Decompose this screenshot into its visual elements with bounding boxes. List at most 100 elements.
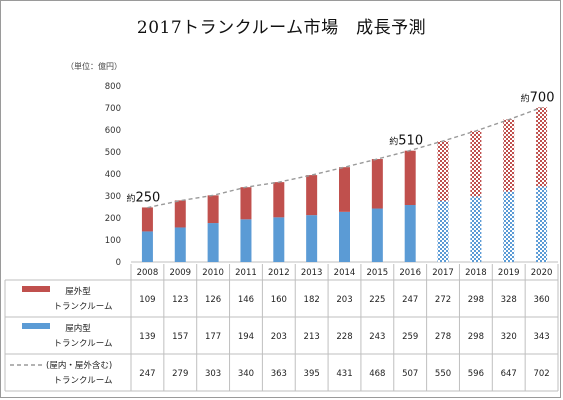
table-cell: 177 — [205, 332, 221, 342]
bar-outdoor — [503, 119, 515, 192]
y-tick-label: 200 — [105, 214, 121, 224]
table-cell: 213 — [304, 332, 320, 342]
table-cell: 468 — [369, 369, 385, 379]
row-label-line2: トランクルーム — [54, 302, 113, 312]
bar-indoor — [306, 215, 318, 262]
table-cell: 279 — [172, 369, 188, 379]
y-tick-label: 100 — [105, 236, 121, 246]
chart-title: 2017トランクルーム市場 成長予測 — [136, 18, 427, 38]
bar-outdoor — [339, 167, 350, 212]
x-tick-label: 2013 — [301, 268, 323, 278]
table-cell: 203 — [336, 295, 352, 305]
bar-indoor — [339, 211, 350, 262]
table-cell: 243 — [369, 332, 385, 342]
table-cell: 303 — [205, 369, 221, 379]
bar-outdoor — [437, 141, 449, 201]
table-cell: 247 — [402, 295, 418, 305]
table-cell: 328 — [501, 295, 517, 305]
table-cell: 702 — [533, 369, 549, 379]
row-label-line1: (屋内・屋外含む) — [46, 360, 112, 371]
table-cell: 160 — [271, 295, 287, 305]
table-cell: 343 — [533, 332, 549, 342]
y-tick-label: 0 — [116, 258, 121, 268]
annotation-label: 約250 — [127, 191, 161, 206]
table-cell: 182 — [304, 295, 320, 305]
table-cell: 507 — [402, 369, 418, 379]
x-tick-label: 2008 — [137, 268, 159, 278]
bar-outdoor — [470, 130, 482, 197]
table-cell: 550 — [435, 369, 451, 379]
y-tick-label: 500 — [105, 148, 121, 158]
x-tick-label: 2015 — [367, 268, 389, 278]
table-cell: 340 — [238, 369, 254, 379]
table-cell: 247 — [139, 369, 155, 379]
x-tick-label: 2019 — [498, 268, 520, 278]
y-tick-label: 400 — [105, 170, 121, 180]
table-cell: 139 — [139, 332, 155, 342]
bar-indoor — [404, 205, 416, 262]
table-cell: 431 — [336, 369, 352, 379]
table-cell: 203 — [271, 332, 287, 342]
bar-indoor — [503, 191, 515, 262]
table-cell: 298 — [468, 332, 484, 342]
table-cell: 123 — [172, 295, 188, 305]
x-tick-label: 2011 — [235, 268, 257, 278]
table-cell: 126 — [205, 295, 221, 305]
y-tick-label: 300 — [105, 192, 121, 202]
bar-outdoor — [371, 159, 383, 209]
row-label-line1: 屋外型 — [65, 286, 91, 297]
x-tick-label: 2020 — [531, 268, 553, 278]
table-cell: 298 — [468, 295, 484, 305]
table-cell: 278 — [435, 332, 451, 342]
table-cell: 146 — [238, 295, 254, 305]
y-tick-label: 600 — [105, 126, 121, 136]
table-cell: 157 — [172, 332, 188, 342]
bar-indoor — [470, 196, 482, 262]
row-label-line2: トランクルーム — [54, 376, 113, 386]
bar-outdoor — [273, 182, 285, 218]
table-cell: 363 — [271, 369, 287, 379]
table-cell: 228 — [336, 332, 352, 342]
table-cell: 596 — [468, 369, 484, 379]
bar-indoor — [273, 217, 285, 262]
x-tick-label: 2014 — [334, 268, 356, 278]
bar-outdoor — [141, 207, 153, 232]
table-cell: 194 — [238, 332, 254, 342]
bar-indoor — [141, 231, 153, 262]
x-tick-label: 2018 — [465, 268, 487, 278]
legend-swatch-indoor — [22, 323, 50, 329]
bar-outdoor — [174, 200, 186, 228]
bar-outdoor — [306, 175, 318, 216]
table-cell: 225 — [369, 295, 385, 305]
row-label-line1: 屋内型 — [65, 323, 91, 334]
bar-outdoor — [240, 187, 252, 220]
bar-indoor — [536, 186, 548, 262]
x-tick-label: 2017 — [432, 268, 454, 278]
bar-outdoor — [536, 107, 548, 187]
table-cell: 360 — [533, 295, 549, 305]
bar-indoor — [207, 223, 219, 262]
bar-indoor — [371, 208, 383, 262]
x-tick-label: 2010 — [202, 268, 224, 278]
table-cell: 272 — [435, 295, 451, 305]
bar-outdoor — [207, 195, 219, 224]
bar-outdoor — [404, 150, 416, 206]
table-cell: 395 — [304, 369, 320, 379]
table-cell: 259 — [402, 332, 418, 342]
table-cell: 647 — [501, 369, 517, 379]
annotation-label: 約510 — [389, 133, 423, 148]
row-label-line2: トランクルーム — [54, 339, 113, 349]
bar-indoor — [437, 200, 449, 262]
y-tick-label: 800 — [105, 82, 121, 92]
legend-swatch-outdoor — [22, 286, 50, 292]
table-cell: 320 — [501, 332, 517, 342]
x-tick-label: 2009 — [169, 268, 191, 278]
annotation-label: 約700 — [521, 91, 555, 106]
table-cell: 109 — [139, 295, 155, 305]
y-tick-label: 700 — [105, 104, 121, 114]
unit-label: （単位：億円） — [66, 62, 122, 71]
total-trend-line — [147, 106, 542, 209]
bar-indoor — [174, 227, 186, 262]
